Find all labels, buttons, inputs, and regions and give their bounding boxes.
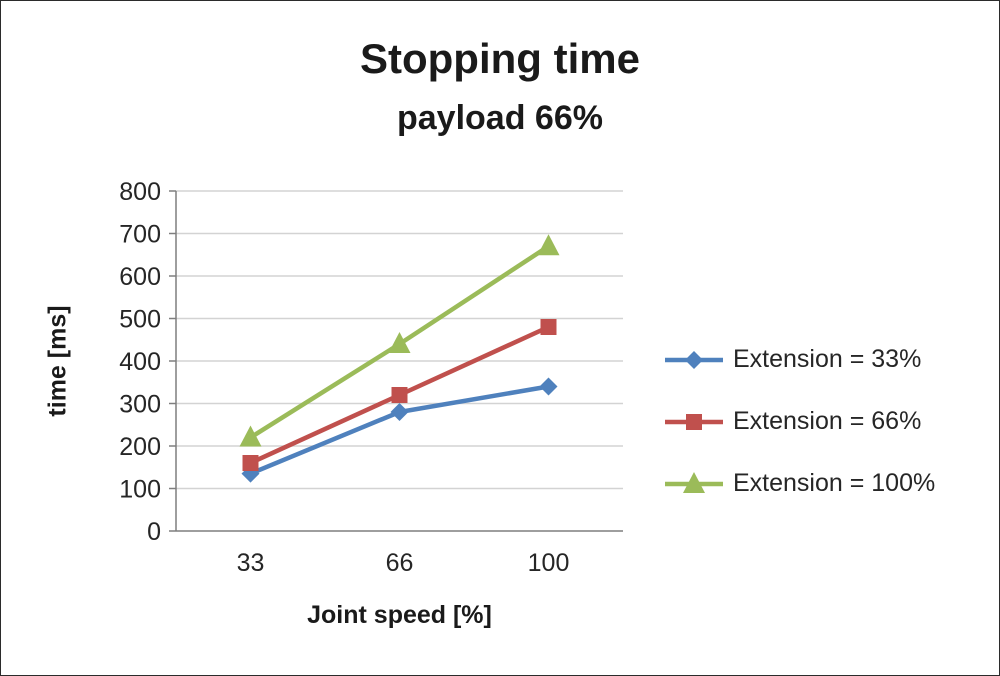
x-axis-title: Joint speed [%] [307,601,492,629]
y-axis-title: time [ms] [43,305,72,417]
legend-item: Extension = 33% [663,345,935,374]
svg-text:0: 0 [147,518,161,546]
svg-text:800: 800 [119,178,161,206]
legend-marker-extension-100-icon [665,471,723,493]
legend-marker-extension-66-icon [665,413,723,430]
legend-marker-extension-33-icon [665,350,723,369]
svg-text:100: 100 [119,476,161,504]
legend-label: Extension = 100% [733,469,936,497]
svg-text:200: 200 [119,433,161,461]
svg-text:400: 400 [119,348,161,376]
chart-subtitle: payload 66% [397,99,603,137]
svg-text:700: 700 [119,221,161,249]
chart-title: Stopping time [360,35,640,82]
svg-text:300: 300 [119,391,161,419]
legend-label: Extension = 33% [733,345,922,373]
svg-text:33: 33 [237,549,265,577]
legend-item: Extension = 100% [663,469,935,498]
legend: Extension = 33% Extension = 66% Extensio… [663,345,935,498]
svg-text:100: 100 [528,549,570,577]
legend-item: Extension = 66% [663,407,935,436]
svg-text:500: 500 [119,306,161,334]
svg-text:600: 600 [119,263,161,291]
legend-label: Extension = 66% [733,407,922,435]
svg-text:66: 66 [386,549,414,577]
